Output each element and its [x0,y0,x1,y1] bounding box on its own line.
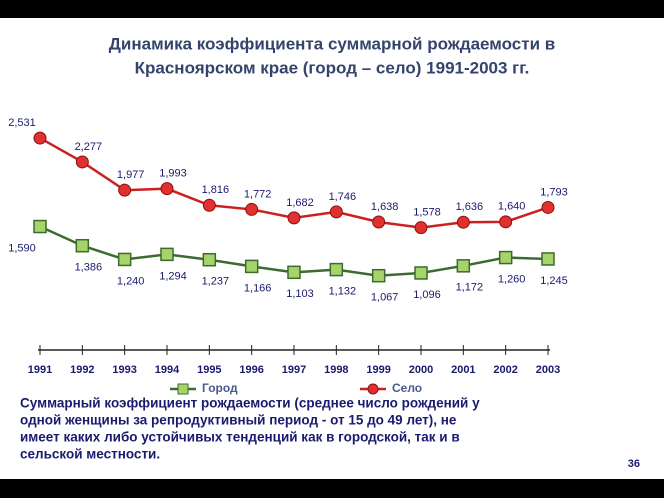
x-tick-label: 1999 [366,364,390,376]
marker [414,266,428,280]
x-tick-label: 1991 [28,364,52,376]
marker [245,202,259,216]
value-label: 2,531 [8,117,36,129]
value-label: 2,277 [75,141,103,153]
marker [541,252,555,266]
note-line: одной женщины за репродуктивный период -… [20,413,457,428]
title-line: Красноярском крае (город – село) 1991-20… [135,58,530,77]
marker [118,183,132,197]
value-label: 1,682 [286,197,314,209]
bottom-bar [0,479,664,498]
marker [202,252,217,267]
top-bar [0,0,664,18]
note-line: сельской местности. [20,447,160,462]
value-label: 1,772 [244,188,272,200]
marker [456,215,470,229]
x-tick-label: 2000 [409,364,433,376]
value-label: 1,816 [202,184,230,196]
marker [117,252,132,267]
note-line: Суммарный коэффициент рождаемости (средн… [20,396,480,411]
marker [329,262,344,277]
value-label: 1,103 [286,288,314,300]
x-tick-label: 1995 [197,364,221,376]
x-tick-label: 1996 [239,364,263,376]
x-tick-label: 1998 [324,364,348,376]
marker [287,265,301,280]
value-label: 1,132 [329,285,357,297]
value-label: 1,245 [540,275,568,287]
marker [329,205,343,219]
marker [287,211,301,225]
value-label: 1,260 [498,273,526,285]
value-label: 1,386 [75,262,103,274]
value-label: 1,993 [159,168,187,180]
page-number: 36 [628,458,640,470]
legend-marker [177,383,189,395]
x-tick-label: 2002 [493,364,517,376]
marker [33,131,47,145]
value-label: 1,166 [244,282,272,294]
value-label: 1,294 [159,270,187,282]
marker [371,268,386,283]
value-label: 1,746 [329,191,357,203]
title-line: Динамика коэффициента суммарной рождаемо… [109,34,555,53]
legend-label: Село [392,381,422,395]
value-label: 1,240 [117,275,145,287]
x-tick-label: 1997 [282,364,306,376]
marker [75,155,89,169]
marker [372,215,386,229]
value-label: 1,237 [202,276,230,288]
x-tick-label: 1994 [155,364,180,376]
marker [160,182,174,196]
x-tick-label: 1992 [70,364,94,376]
x-tick-label: 2001 [451,364,475,376]
legend-marker [367,383,379,395]
value-label: 1,578 [413,207,441,219]
marker [541,200,555,214]
marker [499,215,513,229]
marker [202,198,216,212]
value-label: 1,096 [413,289,441,301]
marker [414,221,428,235]
value-label: 1,172 [456,282,484,294]
note-line: имеет каких либо устойчивых тенденций ка… [20,430,460,445]
value-label: 1,640 [498,201,526,213]
value-label: 1,638 [371,201,399,213]
marker [160,247,174,262]
marker [75,238,90,253]
value-label: 1,977 [117,169,145,181]
value-label: 1,590 [8,242,36,254]
marker [244,259,259,274]
x-tick-label: 2003 [536,364,560,376]
x-tick-label: 1993 [112,364,136,376]
marker [33,219,47,234]
value-label: 1,067 [371,292,399,304]
legend-label: Город [202,381,238,395]
value-label: 1,793 [540,186,568,198]
marker [498,250,513,265]
marker [456,259,471,273]
value-label: 1,636 [456,201,484,213]
